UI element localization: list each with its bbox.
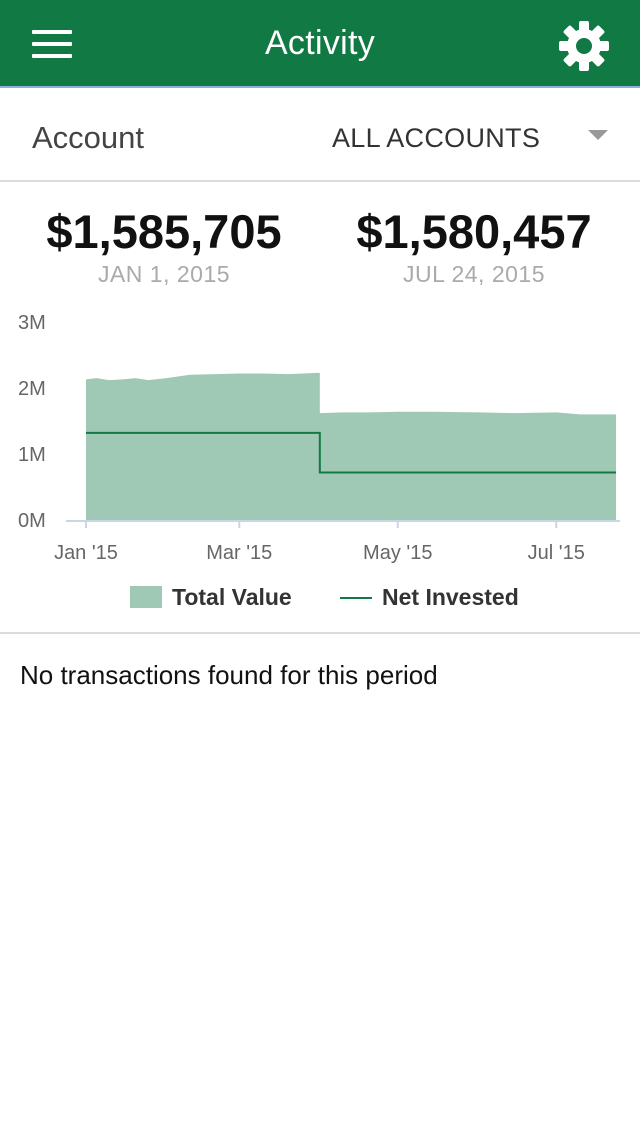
start-value-summary: $1,585,705 JAN 1, 2015 — [4, 205, 324, 288]
account-label: Account — [32, 120, 145, 155]
end-value: $1,580,457 — [356, 205, 592, 258]
page-title: Activity — [264, 24, 376, 62]
legend-label-total-value: Total Value — [172, 584, 292, 610]
legend-swatch-total-value — [130, 586, 162, 608]
caret-down-icon — [588, 130, 608, 140]
chart-legend: Total Value Net Invested — [0, 582, 640, 618]
end-date: JUL 24, 2015 — [403, 261, 545, 287]
start-value: $1,585,705 — [46, 205, 282, 258]
legend-label-net-invested: Net Invested — [382, 584, 519, 610]
account-dropdown[interactable]: ALL ACCOUNTS — [300, 90, 640, 180]
x-tick-label: May '15 — [363, 542, 432, 564]
app-header: Activity — [0, 0, 640, 88]
account-filter-row: Account ALL ACCOUNTS — [0, 90, 640, 182]
activity-chart: 0M 1M 2M 3M Jan '15 Mar '15 May '15 Jul '15 — [18, 312, 620, 564]
account-dropdown-value: ALL ACCOUNTS — [332, 123, 541, 153]
x-tick-label: Jan '15 — [54, 542, 118, 564]
net-invested-line — [86, 431, 616, 474]
hamburger-menu-button[interactable] — [22, 20, 82, 68]
end-value-summary: $1,580,457 JUL 24, 2015 — [314, 205, 634, 288]
y-tick-label: 0M — [18, 510, 46, 532]
total-value-area — [86, 372, 616, 520]
x-tick-label: Jul '15 — [528, 542, 585, 564]
gear-icon — [559, 21, 609, 71]
section-divider — [0, 632, 640, 634]
y-tick-label: 1M — [18, 444, 46, 466]
start-date: JAN 1, 2015 — [97, 261, 231, 287]
y-tick-label: 3M — [18, 312, 46, 334]
x-tick-label: Mar '15 — [206, 542, 272, 564]
empty-transactions-message: No transactions found for this period — [20, 660, 438, 690]
y-tick-label: 2M — [18, 378, 46, 400]
legend-swatch-net-invested — [340, 597, 372, 599]
settings-button[interactable] — [556, 18, 612, 74]
